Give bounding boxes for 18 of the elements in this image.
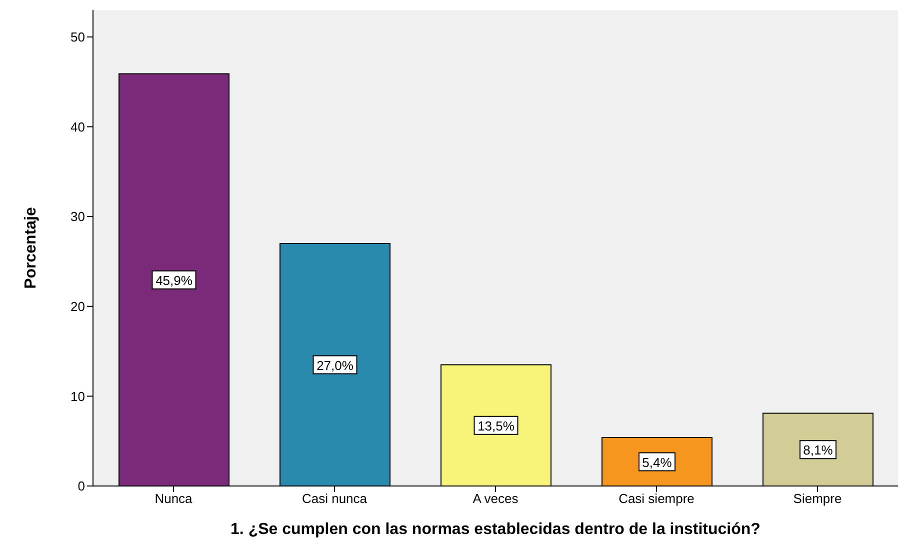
data-label: 5,4% — [642, 454, 672, 470]
data-label: 45,9% — [156, 272, 193, 288]
y-tick-label: 0 — [78, 478, 85, 494]
y-tick-label: 50 — [70, 30, 85, 45]
y-axis-title: Porcentaje — [22, 206, 40, 289]
x-tick-label: Casi siempre — [618, 491, 694, 506]
y-tick-label: 30 — [70, 209, 85, 224]
data-label: 13,5% — [478, 418, 515, 434]
y-tick-label: 10 — [70, 388, 85, 404]
data-label: 27,0% — [316, 358, 354, 373]
y-tick-label: 20 — [70, 298, 85, 314]
data-label: 8,1% — [803, 442, 834, 458]
y-tick-label: 40 — [70, 119, 85, 134]
x-tick-label: A veces — [472, 491, 519, 506]
x-axis-title: 1. ¿Se cumplen con las normas establecidas dentro de la institución? — [230, 521, 760, 538]
x-tick-label: Casi nunca — [302, 491, 368, 506]
x-tick-label: Siempre — [793, 491, 842, 506]
x-tick-label: Nunca — [154, 491, 194, 506]
